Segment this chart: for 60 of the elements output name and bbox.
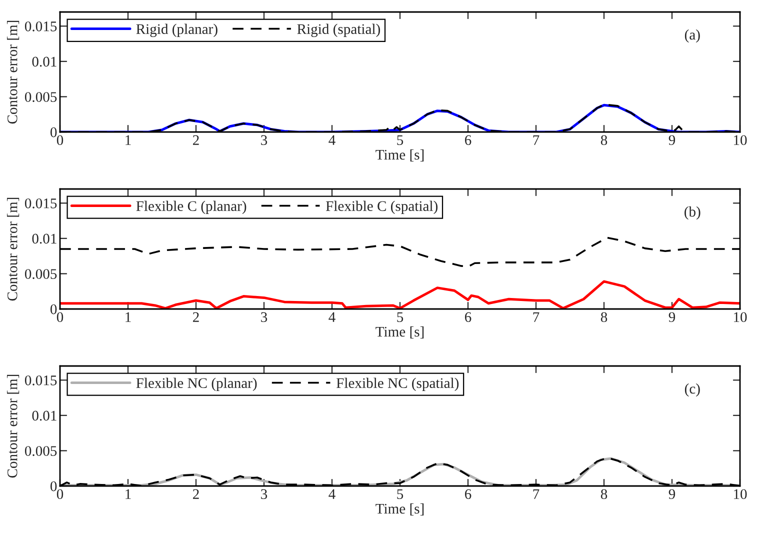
x-tick-label: 10: [734, 489, 747, 500]
x-tick-label: 3: [261, 312, 268, 322]
y-tick-label: 0.01: [32, 56, 56, 67]
y-tick-label: 0: [50, 127, 57, 138]
x-tick-label: 1: [126, 489, 131, 499]
y-tick-label: 0: [50, 304, 57, 314]
legend-label: Rigid (planar): [136, 24, 218, 38]
x-tick-label: 5: [397, 135, 404, 146]
x-tick-label: 2: [192, 489, 199, 499]
x-tick-label: 5: [397, 489, 404, 500]
x-tick-label: 6: [464, 489, 472, 500]
legend-label: Flexible C (spatial): [326, 200, 438, 214]
x-tick-label: 0: [56, 489, 64, 500]
x-tick-label: 0: [56, 135, 64, 146]
x-tick-label: 0: [56, 312, 64, 322]
x-tick-label: 8: [600, 489, 608, 500]
y-tick-label: 0.01: [32, 410, 56, 421]
annotation: (a): [684, 29, 700, 43]
x-tick-label: 3: [261, 489, 268, 500]
x-axis-title: Time [s]: [376, 149, 424, 162]
y-axis-title: Contour error [m]: [7, 20, 20, 124]
x-tick-label: 9: [668, 135, 676, 146]
legend-label: Rigid (spatial): [297, 24, 380, 38]
annotation: (b): [684, 206, 700, 220]
x-tick-label: 5: [397, 312, 404, 322]
x-axis-title: Time [s]: [376, 326, 424, 338]
x-tick-label: 1: [126, 312, 131, 322]
x-tick-label: 2: [192, 135, 199, 145]
x-tick-label: 3: [261, 135, 268, 146]
y-tick-label: 0.005: [24, 446, 57, 456]
x-tick-label: 7: [533, 135, 540, 145]
x-tick-label: 10: [734, 312, 747, 322]
x-tick-label: 9: [668, 489, 676, 500]
x-tick-label: 8: [600, 135, 608, 146]
x-tick-label: 4: [328, 312, 336, 322]
x-tick-label: 4: [328, 135, 336, 145]
y-tick-label: 0.015: [24, 375, 57, 386]
x-axis-title: Time [s]: [376, 503, 424, 516]
x-tick-label: 8: [600, 312, 608, 322]
y-tick-label: 0.005: [24, 92, 57, 102]
x-tick-label: 4: [328, 489, 336, 499]
y-tick-label: 0.01: [32, 234, 56, 244]
legend-label: Flexible NC (spatial): [336, 378, 459, 391]
legend-label: Flexible NC (planar): [136, 378, 257, 391]
x-tick-label: 6: [464, 312, 472, 322]
x-tick-label: 7: [533, 489, 540, 499]
x-tick-label: 1: [126, 135, 131, 145]
annotation: (c): [684, 383, 700, 397]
legend-label: Flexible C (planar): [136, 200, 246, 214]
x-tick-label: 6: [464, 135, 472, 146]
x-tick-label: 9: [668, 312, 676, 322]
x-tick-label: 2: [192, 312, 199, 322]
y-tick-label: 0.005: [24, 269, 57, 279]
y-tick-label: 0: [50, 481, 57, 492]
x-tick-label: 7: [533, 312, 540, 322]
y-axis-title: Contour error [m]: [7, 374, 20, 478]
y-tick-label: 0.015: [24, 198, 57, 208]
x-tick-label: 10: [734, 135, 747, 146]
y-tick-label: 0.015: [24, 21, 57, 32]
y-axis-title: Contour error [m]: [7, 198, 20, 301]
